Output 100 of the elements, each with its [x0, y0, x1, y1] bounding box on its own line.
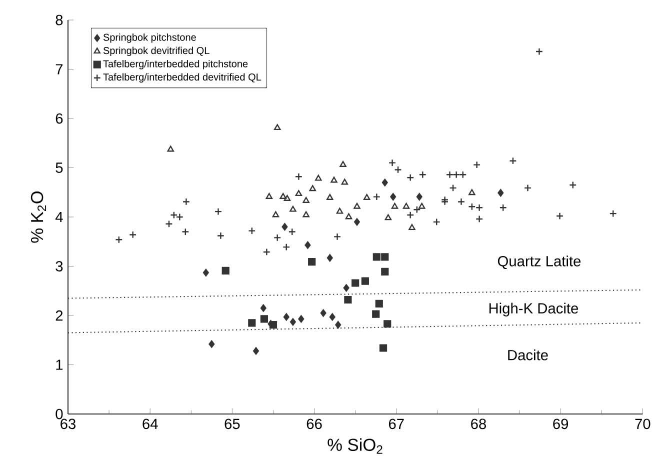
point — [329, 313, 336, 321]
point — [344, 296, 352, 304]
legend-label: Tafelberg/interbedded pitchstone — [103, 60, 248, 70]
point — [330, 176, 338, 183]
x-tick-label: 63 — [60, 418, 76, 430]
point — [524, 184, 532, 192]
annotation: High-K Dacite — [489, 302, 578, 316]
point — [345, 213, 352, 220]
point — [449, 184, 457, 192]
point — [262, 248, 270, 256]
point — [361, 277, 369, 285]
point — [280, 193, 286, 200]
legend-label: Tafelberg/interbedded devitrified QL — [103, 73, 262, 83]
x-tick-label: 70 — [635, 418, 650, 430]
point — [391, 202, 398, 209]
point — [343, 284, 350, 292]
y-tick-label: 0 — [56, 408, 63, 420]
point — [457, 198, 466, 206]
point — [556, 212, 564, 220]
point — [446, 170, 454, 178]
point — [248, 226, 256, 235]
point — [202, 268, 209, 276]
x-tick-label: 69 — [553, 418, 568, 430]
point — [363, 194, 370, 200]
annotation: Quartz Latite — [498, 256, 581, 269]
point — [315, 174, 322, 181]
y-tick-label: 4 — [55, 212, 63, 222]
point — [129, 230, 137, 239]
point — [266, 193, 273, 200]
point — [416, 193, 422, 201]
point — [288, 228, 296, 236]
point — [253, 347, 259, 355]
point — [408, 224, 416, 230]
y-tick-label: 1 — [56, 360, 63, 370]
point — [308, 258, 316, 266]
point — [473, 160, 481, 169]
y-tick-label: 6 — [56, 113, 63, 124]
point — [406, 211, 414, 219]
point — [394, 166, 402, 174]
point — [384, 214, 392, 220]
x-tick-label: 66 — [306, 418, 322, 430]
point — [459, 170, 467, 178]
point — [476, 215, 484, 223]
point — [282, 243, 290, 251]
point — [354, 202, 360, 209]
point — [468, 189, 476, 196]
point — [372, 253, 380, 261]
point — [333, 232, 342, 240]
point — [260, 304, 266, 312]
point — [402, 202, 410, 209]
point — [216, 232, 224, 240]
x-tick-label: 68 — [471, 418, 486, 430]
point — [302, 196, 310, 203]
point — [320, 309, 326, 317]
x-axis-title: % SiO$_{2}$ — [328, 438, 382, 454]
point — [352, 279, 360, 287]
y-tick-label: 5 — [56, 162, 63, 173]
point — [335, 321, 342, 329]
point — [290, 206, 296, 212]
point — [214, 208, 222, 216]
point — [476, 204, 484, 212]
point — [222, 266, 230, 274]
point — [283, 313, 290, 321]
x-tick-label: 64 — [142, 418, 158, 430]
point — [609, 210, 617, 218]
point — [452, 170, 460, 178]
point — [354, 218, 360, 226]
point — [413, 206, 421, 214]
legend-label: Springbok pitchstone — [103, 33, 196, 43]
y-tick-label: 7 — [56, 64, 63, 74]
point — [282, 223, 288, 231]
point — [390, 193, 396, 201]
point — [260, 315, 268, 323]
point — [569, 181, 577, 189]
point — [290, 318, 296, 326]
point — [304, 241, 311, 249]
point — [406, 174, 414, 182]
point — [248, 319, 256, 327]
point — [167, 146, 174, 152]
point — [468, 202, 476, 210]
x-tick-label: 67 — [388, 418, 404, 430]
point — [499, 204, 507, 212]
legend-label: Springbok devitrified QL — [103, 46, 210, 56]
point — [272, 211, 280, 218]
point — [341, 178, 348, 185]
point — [302, 211, 310, 218]
y-tick-label: 2 — [56, 310, 63, 321]
point — [384, 320, 392, 328]
point — [165, 220, 173, 228]
point — [326, 254, 333, 262]
point — [182, 228, 190, 236]
point — [509, 157, 517, 165]
point — [432, 218, 440, 226]
point — [274, 234, 282, 242]
point — [388, 159, 396, 167]
point — [298, 315, 304, 323]
point — [340, 160, 346, 167]
point — [309, 185, 316, 192]
point — [441, 198, 449, 206]
point — [382, 178, 388, 186]
